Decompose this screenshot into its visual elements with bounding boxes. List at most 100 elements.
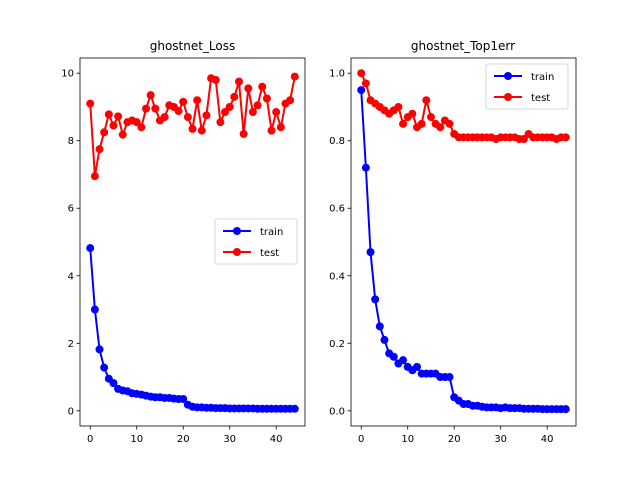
top1err-axes-frame bbox=[350, 57, 577, 427]
loss-train-point bbox=[95, 345, 104, 354]
top1err-test-point bbox=[519, 135, 528, 144]
top1err-test-point bbox=[394, 102, 403, 111]
top1err-legend-test-marker bbox=[504, 93, 512, 101]
top1err-train-point bbox=[561, 405, 570, 414]
top1err-legend-test-label: test bbox=[531, 93, 550, 104]
top1err-ytick-label: 0.0 bbox=[329, 406, 345, 417]
top1err-train-point bbox=[371, 295, 380, 304]
loss-ytick-label: 10 bbox=[61, 69, 74, 80]
loss-test-point bbox=[262, 94, 271, 103]
top1err-test-point bbox=[361, 79, 370, 88]
loss-test-point bbox=[137, 123, 146, 132]
loss-ytick-label: 0 bbox=[68, 406, 74, 417]
loss-test-point bbox=[258, 82, 267, 91]
loss-xtick-label: 30 bbox=[223, 434, 236, 445]
loss-test-point bbox=[109, 121, 118, 130]
loss-test-point bbox=[183, 113, 192, 122]
loss-legend-train-label: train bbox=[260, 227, 283, 238]
loss-test-point bbox=[118, 130, 127, 139]
top1err-test-point bbox=[422, 96, 431, 105]
loss-test-point bbox=[244, 84, 253, 93]
loss-test-point bbox=[202, 111, 211, 120]
top1err-train-point bbox=[389, 352, 398, 361]
loss-test-point bbox=[197, 126, 206, 135]
top1err-legend: train test bbox=[485, 63, 569, 110]
loss-test-point bbox=[132, 118, 141, 127]
loss-train-point bbox=[290, 404, 299, 413]
loss-test-point bbox=[86, 99, 95, 108]
loss-ytick-label: 4 bbox=[68, 271, 74, 282]
loss-test-point bbox=[174, 107, 183, 116]
top1err-xtick-label: 20 bbox=[448, 434, 461, 445]
loss-train-point bbox=[86, 244, 95, 253]
loss-test-point bbox=[216, 118, 225, 127]
loss-legend-train-marker bbox=[233, 227, 241, 235]
loss-series-group bbox=[86, 72, 299, 413]
top1err-train-point bbox=[361, 163, 370, 172]
loss-xtick-label: 20 bbox=[177, 434, 190, 445]
loss-test-point bbox=[146, 91, 155, 100]
top1err-train-point bbox=[380, 335, 389, 344]
loss-title: ghostnet_Loss bbox=[150, 39, 236, 53]
loss-test-point bbox=[248, 108, 257, 117]
loss-ytick-label: 8 bbox=[68, 136, 74, 147]
top1err-test-point bbox=[417, 119, 426, 128]
top1err-xtick-label: 10 bbox=[401, 434, 414, 445]
loss-test-point bbox=[100, 128, 109, 137]
loss-test-point bbox=[179, 97, 188, 106]
loss-test-point bbox=[114, 112, 123, 121]
top1err-ytick-label: 0.4 bbox=[329, 271, 345, 282]
loss-ytick-label: 6 bbox=[68, 204, 74, 215]
top1err-series-group bbox=[357, 69, 570, 414]
loss-xtick-label: 40 bbox=[270, 434, 283, 445]
top1err-ytick-label: 0.8 bbox=[329, 136, 345, 147]
loss-test-point bbox=[286, 96, 295, 105]
loss-xtick-label: 0 bbox=[87, 434, 93, 445]
top1err-test-point bbox=[436, 123, 445, 132]
loss-test-point bbox=[290, 72, 299, 81]
loss-test-point bbox=[272, 108, 281, 117]
top1err-legend-train-marker bbox=[504, 72, 512, 80]
loss-legend-box bbox=[214, 218, 298, 265]
top1err-title: ghostnet_Top1err bbox=[411, 39, 515, 53]
top1err-axes: 0 10 20 30 40 0.0 0.2 0.4 0.6 0.8 1.0 bbox=[329, 57, 577, 445]
loss-test-point bbox=[221, 108, 230, 117]
top1err-test-point bbox=[445, 119, 454, 128]
loss-axes: 0 10 20 30 40 0 2 4 6 8 10 bbox=[61, 57, 306, 445]
loss-test-point bbox=[151, 104, 160, 113]
loss-train-point bbox=[90, 305, 99, 314]
top1err-legend-box bbox=[485, 63, 569, 110]
top1err-train-point bbox=[366, 248, 375, 257]
loss-train-point bbox=[100, 363, 109, 372]
top1err-ytick-label: 0.6 bbox=[329, 204, 345, 215]
top1err-test-point bbox=[408, 109, 417, 118]
top1err-xtick-label: 40 bbox=[541, 434, 554, 445]
loss-plot-area bbox=[86, 72, 299, 413]
loss-test-point bbox=[234, 77, 243, 86]
loss-test-point bbox=[95, 145, 104, 154]
top1err-xtick-label: 0 bbox=[358, 434, 364, 445]
loss-test-point bbox=[230, 92, 239, 101]
loss-test-point bbox=[276, 123, 285, 132]
loss-test-point bbox=[160, 113, 169, 122]
loss-test-point bbox=[253, 101, 262, 110]
loss-train-point bbox=[179, 394, 188, 403]
top1err-legend-train-label: train bbox=[531, 72, 554, 83]
loss-test-point bbox=[90, 172, 99, 181]
loss-test-point bbox=[193, 96, 202, 105]
loss-test-point bbox=[267, 126, 276, 135]
loss-xtick-label: 10 bbox=[130, 434, 143, 445]
loss-train-point bbox=[109, 379, 118, 388]
top1err-xtick-label: 30 bbox=[494, 434, 507, 445]
top1err-train-point bbox=[375, 322, 384, 331]
subplot-top1err: ghostnet_Top1err 0 10 20 30 40 0.0 0.2 0.4 0.6 0.… bbox=[329, 39, 577, 445]
top1err-ytick-label: 1.0 bbox=[329, 69, 345, 80]
top1err-test-point bbox=[426, 113, 435, 122]
subplot-loss: ghostnet_Loss 0 10 20 30 40 0 2 4 6 8 10 train test bbox=[61, 39, 306, 445]
top1err-test-point bbox=[399, 119, 408, 128]
loss-ytick-label: 2 bbox=[68, 339, 74, 350]
top1err-test-point bbox=[561, 133, 570, 142]
loss-test-point bbox=[104, 110, 113, 119]
top1err-test-point bbox=[357, 69, 366, 78]
